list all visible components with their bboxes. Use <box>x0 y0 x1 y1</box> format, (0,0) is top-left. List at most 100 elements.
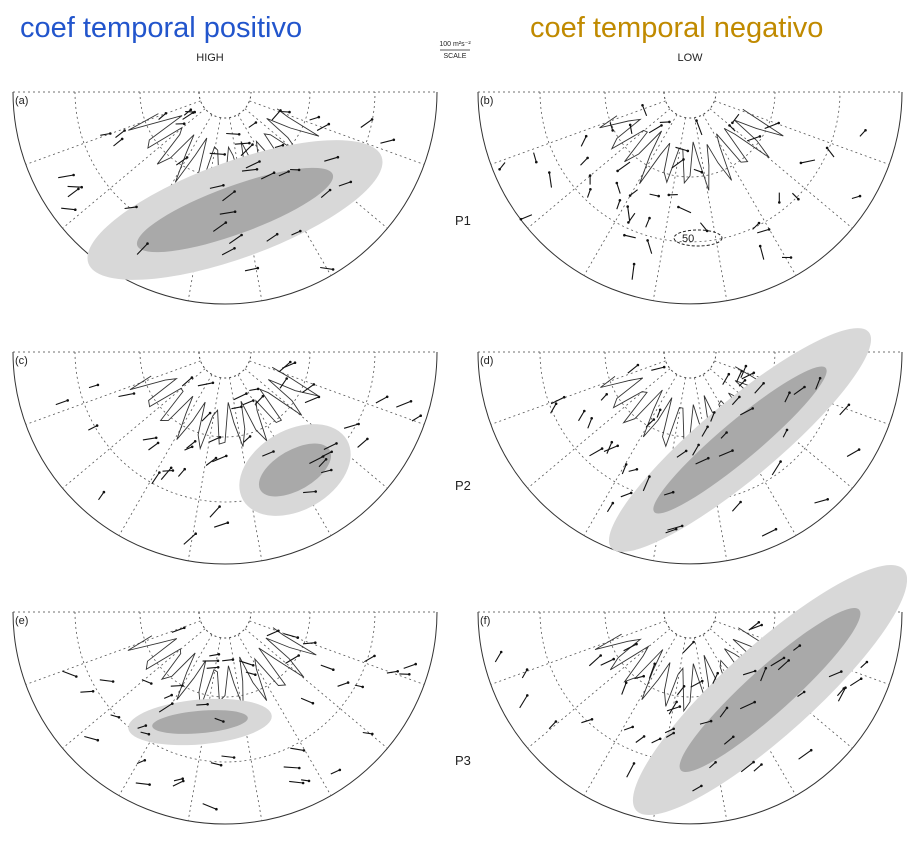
panel-label: (c) <box>15 355 28 367</box>
vector-head <box>674 527 678 531</box>
vector <box>337 682 349 687</box>
meridian <box>694 117 728 301</box>
shading-dark <box>136 167 334 253</box>
vector-head <box>385 395 389 399</box>
meridian <box>709 628 853 749</box>
vector-head <box>672 731 675 735</box>
vector <box>606 441 613 454</box>
vector <box>754 382 765 394</box>
vector-head <box>636 363 640 367</box>
vector <box>736 370 743 383</box>
vector <box>634 675 644 680</box>
vector <box>603 445 618 453</box>
vector <box>244 267 258 272</box>
vector-head <box>631 725 634 729</box>
meridian <box>25 100 201 165</box>
vector <box>581 718 593 724</box>
vector-head <box>95 424 99 427</box>
map-panel: (e) <box>12 611 438 825</box>
vector-head <box>349 180 353 184</box>
meridian <box>702 114 797 276</box>
vector <box>396 400 412 408</box>
vector <box>741 372 755 380</box>
vector-head <box>788 391 791 395</box>
vector-head <box>624 463 628 466</box>
vector <box>320 664 334 671</box>
vector-head <box>135 205 138 209</box>
vector-head <box>77 187 80 191</box>
vector <box>784 392 790 403</box>
meridian <box>709 108 853 229</box>
vector-head <box>150 682 153 685</box>
vector <box>175 156 188 166</box>
vector <box>731 501 742 512</box>
meridian <box>118 634 213 796</box>
vector <box>699 222 708 232</box>
vector-head <box>285 377 289 380</box>
vector <box>649 193 659 197</box>
vector <box>202 803 217 810</box>
maps: (a) (b) 50 (c) (d) (e) (f) <box>12 91 907 825</box>
vector <box>578 410 585 422</box>
vector-head <box>357 422 360 426</box>
vector-head <box>782 656 786 660</box>
vector-head <box>641 104 644 107</box>
vector <box>158 703 173 713</box>
vector <box>136 243 148 255</box>
vector <box>219 211 236 215</box>
vector-head <box>117 716 121 719</box>
vector-head <box>707 456 710 460</box>
vector-head <box>75 675 78 678</box>
vector-head <box>361 685 365 689</box>
vector-head <box>156 441 160 445</box>
vector-head <box>554 720 558 723</box>
vector-head <box>725 431 728 434</box>
vector-head <box>725 706 729 710</box>
vector-head <box>635 468 639 471</box>
vector <box>274 144 284 149</box>
vector-head <box>554 402 558 406</box>
vector-head <box>684 449 688 453</box>
vector-head <box>662 365 666 369</box>
vector-head <box>272 171 276 174</box>
vector-head <box>697 443 700 447</box>
vector-head <box>864 129 867 132</box>
vector-head <box>328 188 332 192</box>
right-subtitle: LOW <box>677 52 703 64</box>
vector <box>212 455 227 463</box>
vector <box>221 247 235 256</box>
pole <box>663 91 717 119</box>
vector <box>208 436 221 443</box>
meridian <box>527 368 671 489</box>
vector <box>245 671 256 676</box>
vector-head <box>818 376 822 380</box>
vector-head <box>144 724 148 727</box>
vector <box>665 528 677 534</box>
vector-head <box>317 115 321 119</box>
vector <box>320 266 334 270</box>
vector-head <box>287 170 290 173</box>
vector <box>380 139 394 144</box>
vector <box>793 645 801 651</box>
vector <box>682 641 694 654</box>
vector <box>693 168 702 173</box>
vector-head <box>225 454 228 458</box>
vector <box>184 446 193 451</box>
vector <box>588 655 602 667</box>
vector-head <box>652 418 656 421</box>
vector-head <box>825 146 829 150</box>
vector <box>302 642 316 645</box>
vector-head <box>680 524 684 528</box>
vector-head <box>183 626 186 630</box>
vector <box>67 185 82 188</box>
vector-head <box>261 394 265 398</box>
vector-head <box>757 221 761 225</box>
vector <box>242 399 254 406</box>
vector <box>760 667 767 682</box>
vector-head <box>223 153 226 156</box>
scale-value: 100 m²s⁻² <box>439 41 471 48</box>
vector-head <box>799 161 803 165</box>
vector <box>665 732 674 738</box>
vector <box>499 162 506 170</box>
vector <box>206 666 219 669</box>
